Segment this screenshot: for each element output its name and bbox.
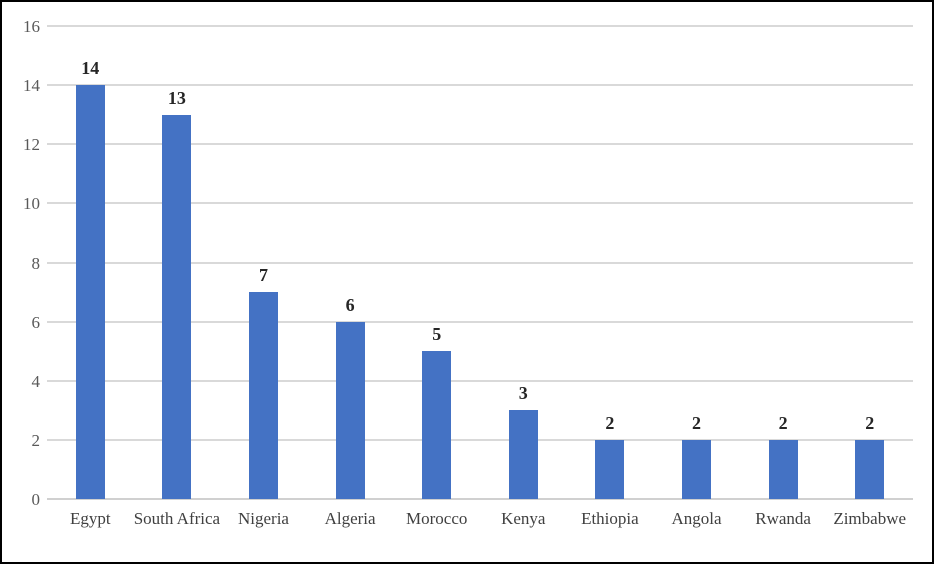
bar	[75, 85, 105, 499]
bar	[422, 351, 452, 499]
bar	[682, 439, 711, 499]
bar-value-label: 2	[778, 412, 788, 433]
category-label: Rwanda	[755, 509, 811, 528]
bar	[508, 410, 538, 499]
y-tick-label: 4	[31, 371, 41, 391]
gridline	[47, 261, 913, 264]
y-tick-label: 14	[23, 76, 40, 96]
y-tick-label: 10	[23, 194, 40, 214]
y-tick-label: 0	[31, 490, 41, 509]
category-label: Ethiopia	[581, 509, 639, 528]
y-tick-label: 16	[23, 17, 40, 36]
bar	[855, 439, 885, 499]
y-tick-label: 12	[23, 135, 40, 155]
category-label: Egypt	[69, 509, 111, 528]
x-axis-line	[47, 498, 913, 500]
bar-value-label: 7	[258, 265, 268, 286]
category-label: Kenya	[501, 509, 546, 528]
category-label: Nigeria	[237, 509, 289, 528]
y-tick-label: 6	[31, 312, 41, 332]
gridline	[47, 143, 913, 146]
bar-value-label: 2	[691, 412, 701, 433]
bar-value-label: 13	[167, 87, 186, 108]
y-tick-label: 8	[31, 253, 41, 273]
bar-value-label: 6	[345, 294, 355, 315]
gridline	[47, 25, 913, 27]
bar-value-label: 14	[81, 58, 100, 79]
category-label: Angola	[671, 509, 722, 528]
bar	[335, 321, 365, 499]
gridline	[47, 202, 913, 205]
category-label: Morocco	[406, 509, 468, 528]
category-label: South Africa	[133, 509, 221, 528]
bar	[249, 292, 278, 499]
gridline	[47, 438, 913, 441]
category-label: Algeria	[324, 509, 376, 528]
gridline	[47, 320, 913, 323]
bar	[595, 439, 625, 499]
bar-value-label: 5	[432, 324, 442, 345]
gridline	[47, 379, 913, 382]
bar-value-label: 2	[865, 412, 875, 433]
category-label: Zimbabwe	[833, 509, 907, 528]
y-tick-label: 2	[31, 430, 41, 450]
bar	[768, 439, 798, 499]
gridline	[47, 84, 913, 87]
bar	[162, 114, 192, 499]
bar-value-label: 3	[518, 383, 528, 404]
bar-value-label: 2	[605, 412, 615, 433]
